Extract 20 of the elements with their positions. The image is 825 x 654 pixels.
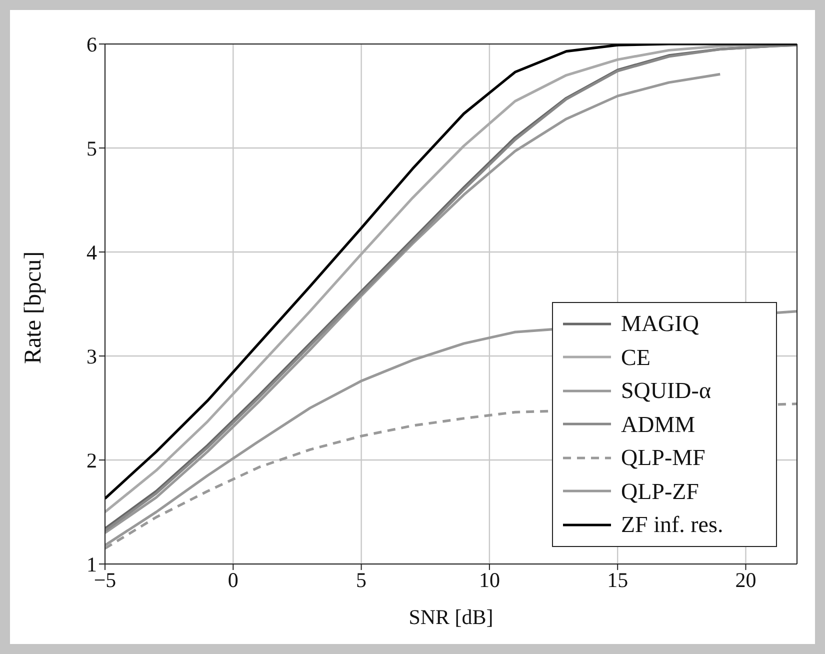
legend-label: QLP-ZF [621, 478, 699, 506]
x-tick-label: 0 [228, 568, 238, 592]
y-tick-label: 5 [86, 136, 97, 160]
legend-label: ZF inf. res. [621, 511, 724, 539]
legend-label: SQUID-α [621, 377, 711, 405]
line-series [105, 72, 722, 534]
x-axis-title: SNR [dB] [408, 605, 494, 629]
legend-label: MAGIQ [621, 310, 699, 338]
x-tick-label: 10 [478, 568, 500, 592]
y-tick-label: 6 [86, 32, 97, 56]
x-tick-label: 5 [356, 568, 367, 592]
legend-label: CE [621, 344, 650, 372]
y-axis-title: Rate [bpcu] [20, 251, 47, 364]
y-tick-label: 3 [86, 344, 97, 368]
y-tick-label: 4 [86, 240, 98, 264]
y-tick-label: 2 [86, 448, 97, 472]
x-tick-label: 20 [735, 568, 756, 592]
legend-label: ADMM [621, 410, 696, 438]
legend-label: QLP-MF [621, 444, 706, 472]
x-tick-label: 15 [607, 568, 628, 592]
